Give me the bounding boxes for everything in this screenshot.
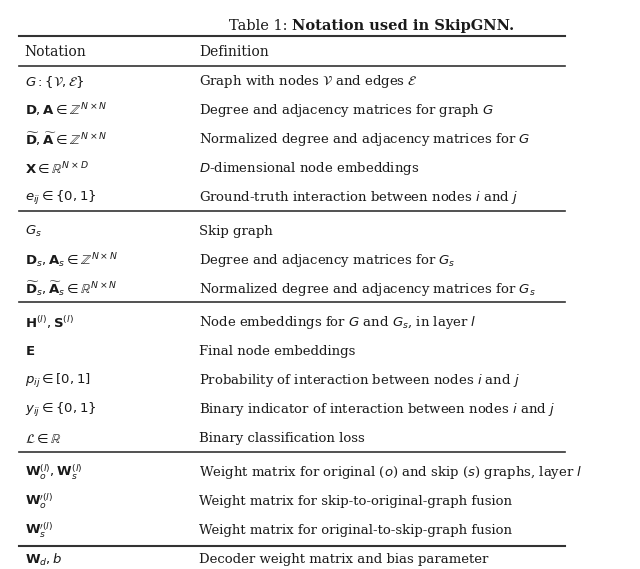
Text: Notation used in SkipGNN.: Notation used in SkipGNN. [292, 19, 514, 33]
Text: $\mathbf{D}, \mathbf{A} \in \mathbb{Z}^{N\times N}$: $\mathbf{D}, \mathbf{A} \in \mathbb{Z}^{… [24, 102, 108, 119]
Text: $\mathbf{W}_o^{(l)}, \mathbf{W}_s^{(l)}$: $\mathbf{W}_o^{(l)}, \mathbf{W}_s^{(l)}$ [24, 463, 82, 482]
Text: Weight matrix for skip-to-original-graph fusion: Weight matrix for skip-to-original-graph… [199, 495, 512, 508]
Text: Binary indicator of interaction between nodes $i$ and $j$: Binary indicator of interaction between … [199, 401, 555, 418]
Text: $\mathbf{E}$: $\mathbf{E}$ [24, 345, 35, 358]
Text: Decoder weight matrix and bias parameter: Decoder weight matrix and bias parameter [199, 553, 488, 566]
Text: Ground-truth interaction between nodes $i$ and $j$: Ground-truth interaction between nodes $… [199, 189, 518, 206]
Text: Final node embeddings: Final node embeddings [199, 345, 355, 358]
Text: $\mathbf{W}_o^{\prime(l)}$: $\mathbf{W}_o^{\prime(l)}$ [24, 492, 53, 511]
Text: Node embeddings for $G$ and $G_s$, in layer $l$: Node embeddings for $G$ and $G_s$, in la… [199, 314, 477, 331]
Text: Weight matrix for original ($o$) and skip ($s$) graphs, layer $l$: Weight matrix for original ($o$) and ski… [199, 464, 582, 481]
Text: Skip graph: Skip graph [199, 225, 273, 238]
Text: $\mathbf{W}_s^{\prime(l)}$: $\mathbf{W}_s^{\prime(l)}$ [24, 521, 53, 540]
Text: $D$-dimensional node embeddings: $D$-dimensional node embeddings [199, 160, 419, 177]
Text: $\widetilde{\mathbf{D}}, \widetilde{\mathbf{A}} \in \mathbb{Z}^{N\times N}$: $\widetilde{\mathbf{D}}, \widetilde{\mat… [24, 131, 108, 149]
Text: $p_{ij} \in [0, 1]$: $p_{ij} \in [0, 1]$ [24, 372, 90, 390]
Text: Graph with nodes $\mathcal{V}$ and edges $\mathcal{E}$: Graph with nodes $\mathcal{V}$ and edges… [199, 73, 418, 90]
Text: $y_{ij} \in \{0, 1\}$: $y_{ij} \in \{0, 1\}$ [24, 401, 96, 419]
Text: Degree and adjacency matrices for graph $G$: Degree and adjacency matrices for graph … [199, 102, 494, 119]
Text: Normalized degree and adjacency matrices for $G_s$: Normalized degree and adjacency matrices… [199, 281, 536, 298]
Text: Weight matrix for original-to-skip-graph fusion: Weight matrix for original-to-skip-graph… [199, 524, 512, 537]
Text: $\widetilde{\mathbf{D}}_s, \widetilde{\mathbf{A}}_s \in \mathbb{R}^{N\times N}$: $\widetilde{\mathbf{D}}_s, \widetilde{\m… [24, 280, 117, 299]
Text: $G_s$: $G_s$ [24, 224, 42, 239]
Text: Table 1:: Table 1: [229, 19, 292, 33]
Text: Probability of interaction between nodes $i$ and $j$: Probability of interaction between nodes… [199, 372, 520, 389]
Text: $e_{ij} \in \{0, 1\}$: $e_{ij} \in \{0, 1\}$ [24, 189, 96, 207]
Text: $\mathcal{L} \in \mathbb{R}$: $\mathcal{L} \in \mathbb{R}$ [24, 432, 61, 446]
Text: $G : \{\mathcal{V}, \mathcal{E}\}$: $G : \{\mathcal{V}, \mathcal{E}\}$ [24, 73, 84, 89]
Text: $\mathbf{X} \in \mathbb{R}^{N\times D}$: $\mathbf{X} \in \mathbb{R}^{N\times D}$ [24, 160, 88, 177]
Text: Normalized degree and adjacency matrices for $G$: Normalized degree and adjacency matrices… [199, 131, 531, 148]
Text: Degree and adjacency matrices for $G_s$: Degree and adjacency matrices for $G_s$ [199, 251, 456, 269]
Text: $\mathbf{W}_d, b$: $\mathbf{W}_d, b$ [24, 551, 62, 567]
Text: Notation: Notation [24, 45, 86, 59]
Text: $\mathbf{H}^{(l)}, \mathbf{S}^{(l)}$: $\mathbf{H}^{(l)}, \mathbf{S}^{(l)}$ [24, 314, 74, 331]
Text: Binary classification loss: Binary classification loss [199, 432, 365, 446]
Text: $\mathbf{D}_s, \mathbf{A}_s \in \mathbb{Z}^{N\times N}$: $\mathbf{D}_s, \mathbf{A}_s \in \mathbb{… [24, 251, 118, 270]
Text: Definition: Definition [199, 45, 269, 59]
